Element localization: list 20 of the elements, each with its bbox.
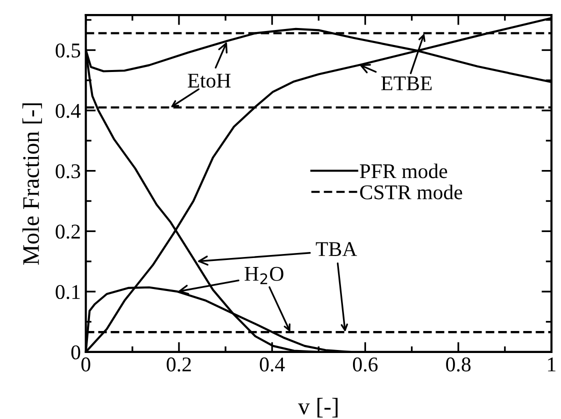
x-tick-label: 0.4: [260, 357, 285, 372]
annotation: ETBE: [381, 76, 432, 90]
x-tick-label: 0.2: [166, 357, 191, 372]
y-tick-label: 0.3: [56, 164, 80, 178]
y-axis-title: Mole Fraction [-]: [22, 103, 42, 265]
x-axis-title: v [-]: [298, 398, 338, 418]
y-tick-label: 0.1: [56, 284, 80, 300]
x-tick-label: 0.8: [446, 357, 471, 372]
y-tick-label: 0.4: [56, 104, 81, 118]
annotation: EtoH: [188, 74, 231, 88]
legend-label: CSTR mode: [360, 184, 462, 200]
y-tick-label: 0: [71, 345, 80, 360]
x-tick-label: 0.6: [352, 357, 378, 372]
y-tick-label: 0.5: [56, 43, 80, 58]
x-tick-label: 0: [81, 357, 90, 372]
y-tick-label: 0.2: [56, 224, 80, 239]
annotation: TBA: [316, 242, 358, 256]
legend-label: PFR mode: [360, 164, 448, 178]
x-tick-label: 1: [548, 358, 556, 372]
annotation: H$_{2}$O: [244, 266, 284, 284]
